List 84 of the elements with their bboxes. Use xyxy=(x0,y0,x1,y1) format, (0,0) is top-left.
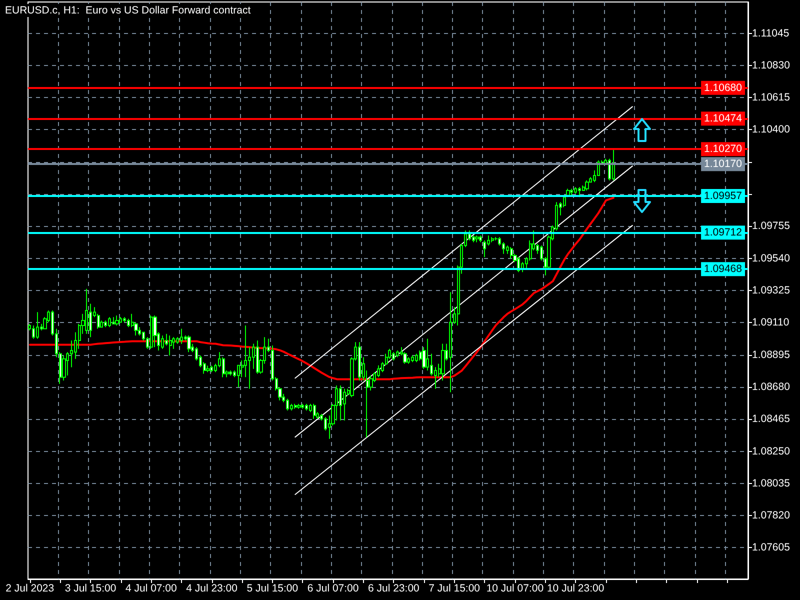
candlestick xyxy=(123,316,126,323)
candlestick xyxy=(483,240,486,258)
candlestick xyxy=(286,398,289,411)
candlestick xyxy=(36,312,39,340)
x-tick-label: 7 Jul 15:00 xyxy=(428,582,480,594)
x-tick-label: 6 Jul 07:00 xyxy=(307,582,359,594)
candlestick xyxy=(392,352,395,361)
candlestick xyxy=(85,288,88,334)
x-tick-label: 3 Jul 15:00 xyxy=(64,582,116,594)
candlestick xyxy=(150,314,153,350)
y-tick-label: 1.07820 xyxy=(752,510,790,522)
candlestick xyxy=(475,234,479,243)
candlestick xyxy=(570,188,573,196)
candlestick xyxy=(377,364,380,378)
candlestick xyxy=(297,403,301,410)
candlestick xyxy=(127,318,130,328)
ref-line-label: 1.10170 xyxy=(704,158,742,170)
candlestick xyxy=(612,148,615,181)
y-tick-label: 1.08465 xyxy=(752,413,790,426)
candlestick xyxy=(479,234,482,243)
y-tick-label: 1.10615 xyxy=(752,92,790,104)
candlestick xyxy=(415,353,418,363)
candlestick xyxy=(187,335,191,353)
candlestick xyxy=(491,236,494,243)
candlestick xyxy=(115,314,119,326)
chart-title: EURUSD.c, H1: Euro vs US Dollar Forward contract xyxy=(5,4,251,16)
candlestick xyxy=(358,342,361,382)
y-tick-label: 1.10400 xyxy=(752,124,790,136)
ref-line-label: 1.09468 xyxy=(704,263,742,276)
x-tick-label: 4 Jul 07:00 xyxy=(125,582,178,594)
y-tick-label: 1.08680 xyxy=(752,380,790,393)
candlestick xyxy=(339,384,342,421)
candlestick xyxy=(62,355,66,382)
candlestick xyxy=(343,388,346,421)
candlestick xyxy=(119,316,122,323)
y-tick-label: 1.09110 xyxy=(752,316,790,329)
candlestick xyxy=(104,320,107,328)
y-tick-label: 1.09325 xyxy=(752,284,790,296)
ref-line-label: 1.09712 xyxy=(704,226,742,239)
y-tick-label: 1.07605 xyxy=(752,542,790,554)
x-tick-label: 4 Jul 23:00 xyxy=(186,582,238,594)
y-tick-label: 1.09755 xyxy=(752,220,790,232)
y-tick-label: 1.08035 xyxy=(752,477,790,490)
candlestick xyxy=(510,246,513,260)
candlestick xyxy=(229,370,232,376)
candlestick xyxy=(256,340,259,374)
ref-line-label: 1.10270 xyxy=(704,143,742,156)
y-tick-label: 1.10830 xyxy=(752,59,790,72)
x-tick-label: 5 Jul 15:00 xyxy=(246,582,298,594)
x-tick-label: 10 Jul 23:00 xyxy=(546,582,604,594)
line-series xyxy=(28,196,614,380)
candlestick xyxy=(441,343,445,382)
y-tick-label: 1.08895 xyxy=(752,348,790,361)
y-tick-label: 1.08250 xyxy=(752,445,790,458)
x-tick-label: 10 Jul 07:00 xyxy=(486,582,544,594)
x-tick-label: 2 Jul 2023 xyxy=(6,582,54,594)
candlestick xyxy=(108,316,111,328)
candlestick xyxy=(305,403,308,411)
candlestick xyxy=(153,314,157,348)
candlestick xyxy=(411,354,414,363)
candlestick xyxy=(161,335,164,350)
candlestick xyxy=(396,350,399,358)
candlestick xyxy=(294,403,297,410)
candlestick xyxy=(585,180,589,191)
candlestick xyxy=(180,328,183,344)
candlestick xyxy=(574,186,577,194)
candlestick xyxy=(426,338,429,372)
candlestick xyxy=(112,316,115,324)
candlestick xyxy=(472,234,475,243)
y-tick-label: 1.09540 xyxy=(752,252,790,264)
candlestick xyxy=(449,292,452,393)
ref-line-label: 1.10474 xyxy=(704,112,742,125)
candlestick xyxy=(578,186,581,198)
candlestick xyxy=(237,364,240,388)
candlestick xyxy=(206,365,210,373)
ref-line-label: 1.10680 xyxy=(704,82,742,94)
candlestick xyxy=(301,403,304,410)
candlestick xyxy=(169,335,172,356)
y-tick-label: 1.11045 xyxy=(752,27,790,40)
ref-line-label: 1.09957 xyxy=(704,190,742,202)
x-tick-label: 6 Jul 23:00 xyxy=(368,582,420,594)
candlestick xyxy=(313,403,316,420)
candlestick xyxy=(210,365,213,373)
candlestick xyxy=(290,403,293,411)
